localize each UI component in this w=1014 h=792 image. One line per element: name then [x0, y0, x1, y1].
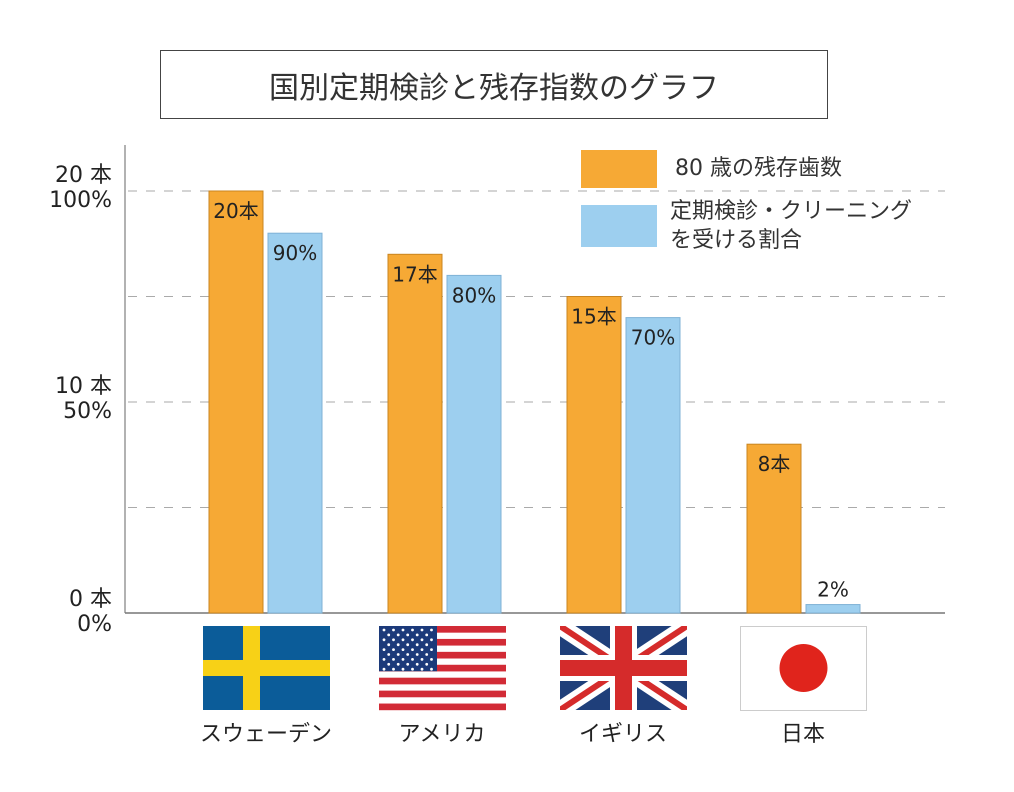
data-label: 70%	[631, 326, 675, 350]
bar-checkup-2	[625, 317, 681, 614]
bar-teeth-3	[746, 443, 802, 614]
bar-checkup-1	[446, 274, 502, 614]
legend-label-checkup-1: 定期検診・クリーニング	[670, 199, 913, 224]
legend-swatch-orange	[581, 150, 657, 188]
data-label: 20本	[213, 199, 258, 223]
uk-flag	[560, 626, 687, 710]
data-label: 90%	[273, 241, 317, 265]
data-label: 80%	[452, 283, 496, 307]
data-label: 17本	[392, 262, 437, 286]
y-tick-label-percent: 0%	[77, 612, 112, 637]
legend-swatch-blue	[581, 205, 657, 247]
x-label-japan: 日本	[780, 722, 825, 747]
data-label: 8本	[758, 452, 791, 476]
bar-checkup-0	[267, 232, 323, 614]
y-tick-label-count: 0 本	[69, 587, 112, 612]
y-tick-label-count: 20 本	[55, 163, 112, 188]
y-tick-label-count: 10 本	[55, 374, 112, 399]
bar-teeth-2	[566, 296, 622, 614]
data-label: 15本	[571, 305, 616, 329]
legend-label-teeth: 80 歳の残存歯数	[675, 156, 842, 181]
y-tick-0: 0 本 0%	[0, 587, 112, 637]
bar-teeth-0	[208, 190, 264, 614]
japan-flag	[740, 626, 867, 711]
sweden-flag	[203, 626, 330, 710]
bar-checkup-3	[805, 604, 861, 614]
x-label-usa: アメリカ	[398, 722, 486, 747]
y-tick-10: 10 本 50%	[0, 374, 112, 424]
y-tick-20: 20 本 100%	[0, 163, 112, 213]
bar-teeth-1	[387, 253, 443, 614]
data-label: 2%	[817, 578, 849, 602]
legend-label-checkup-2: を受ける割合	[670, 228, 803, 253]
x-label-uk: イギリス	[578, 722, 667, 747]
chart-title: 国別定期検診と残存指数のグラフ	[160, 50, 828, 119]
x-label-sweden: スウェーデン	[199, 722, 332, 747]
usa-flag	[379, 626, 506, 711]
y-tick-label-percent: 50%	[63, 399, 112, 424]
y-tick-label-percent: 100%	[49, 188, 112, 213]
